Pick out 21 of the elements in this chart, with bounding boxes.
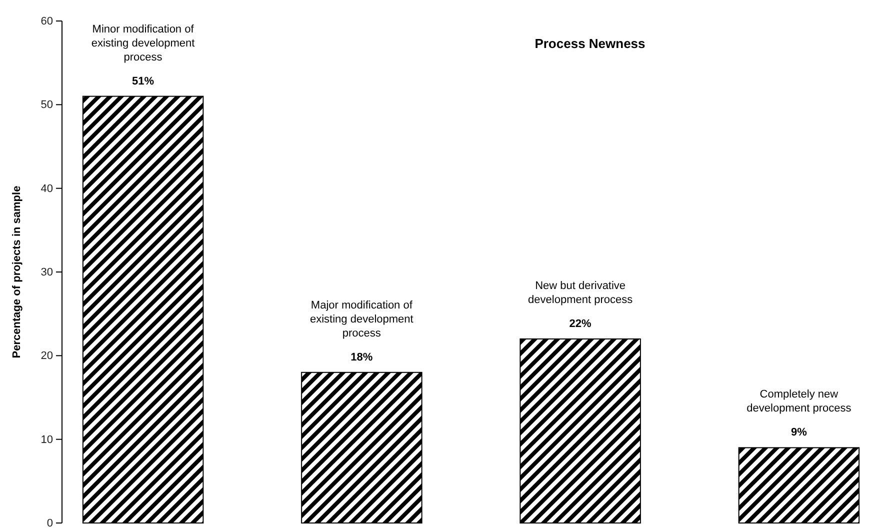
x-tick-label: Major modification of existing development process (310, 299, 414, 340)
data-label: 9% (790, 426, 808, 439)
y-tick-label: 40 (40, 182, 53, 195)
y-tick-label: 50 (40, 99, 53, 112)
y-tick-label: 20 (40, 350, 53, 362)
bar (301, 372, 422, 524)
y-tick-label: 30 (40, 266, 53, 279)
y-tick-label: 10 (40, 434, 53, 446)
text: Process Newness (534, 36, 646, 51)
y-axis-title: Percentage of projects in sample (11, 186, 23, 358)
data-label: 18% (350, 351, 373, 364)
x-tick-label: Minor modification of existing development process (91, 23, 195, 64)
y-tick-label: 0 (46, 518, 53, 529)
bar (520, 338, 641, 524)
bar (82, 96, 204, 524)
x-tick-label: New but derivative development process (528, 280, 634, 306)
y-tick-label: 60 (40, 16, 53, 28)
bar (738, 447, 860, 524)
x-tick-label: Completely new development process (746, 388, 852, 415)
data-label: 22% (569, 318, 592, 330)
data-label: 51% (132, 75, 154, 88)
